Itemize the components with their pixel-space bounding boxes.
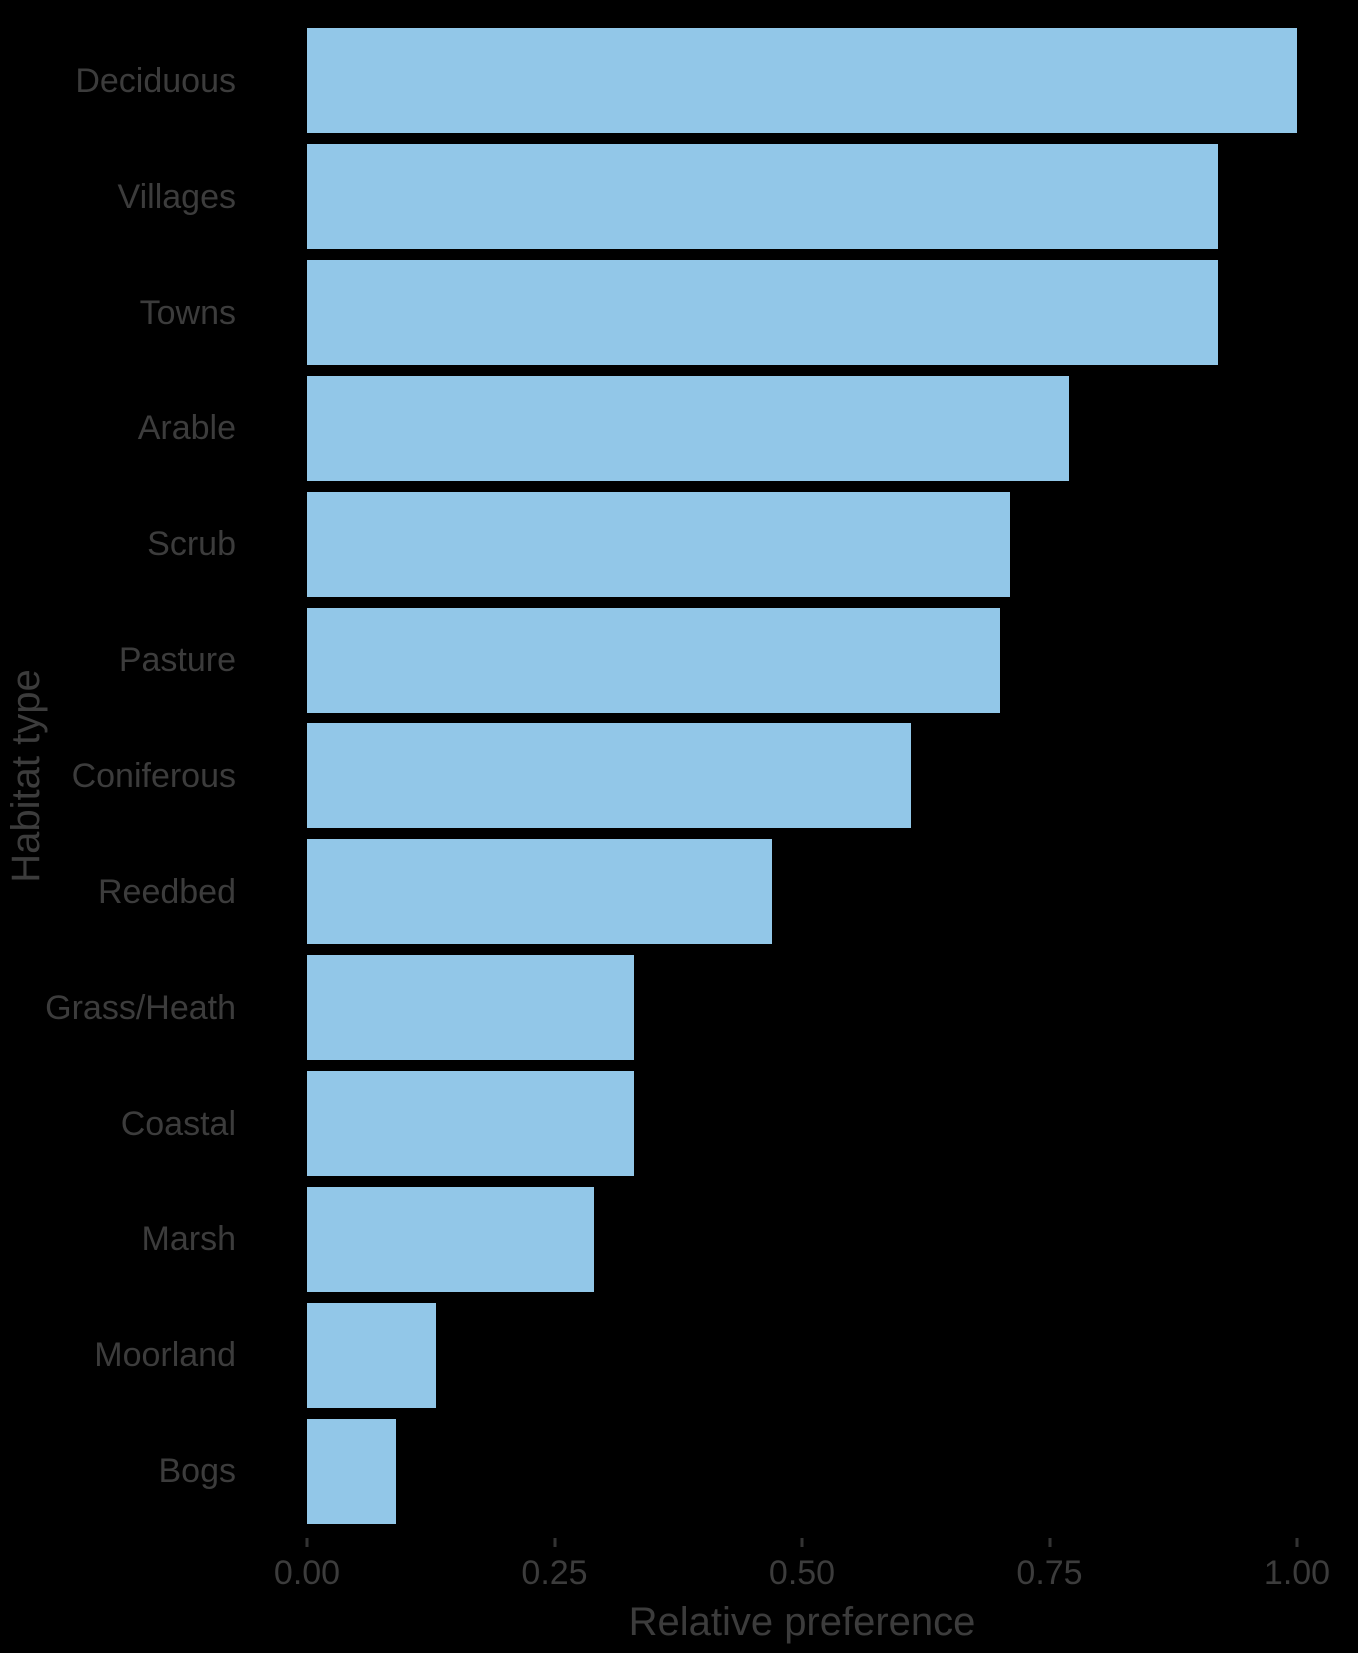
bar-track (307, 371, 1358, 487)
bar-track (307, 834, 1358, 950)
chart-row: Marsh (0, 1181, 1358, 1297)
x-tick-label: 1.00 (1263, 1554, 1331, 1592)
bar-track (307, 1181, 1358, 1297)
chart-row: Reedbed (0, 834, 1358, 950)
bar (307, 839, 773, 945)
chart-row: Villages (0, 139, 1358, 255)
y-tick-label: Reedbed (97, 872, 236, 911)
chart-row: Bogs (0, 1413, 1358, 1529)
y-tick-label: Moorland (94, 1336, 236, 1375)
y-tick-label: Arable (137, 409, 236, 448)
bar (307, 1071, 634, 1177)
chart-row: Moorland (0, 1297, 1358, 1413)
x-tick-mark (1295, 1538, 1299, 1547)
bar (307, 723, 911, 829)
x-tick-label: 0.75 (1016, 1554, 1083, 1592)
chart-row: Deciduous (0, 23, 1358, 139)
y-tick-label: Marsh (141, 1220, 236, 1259)
bar (307, 607, 1000, 713)
x-axis (305, 1538, 1299, 1547)
bar (307, 28, 1297, 134)
chart-row: Pasture (0, 602, 1358, 718)
y-tick-label: Coniferous (71, 756, 236, 795)
bar-track (307, 950, 1358, 1066)
y-tick-label: Deciduous (75, 61, 236, 100)
bar (307, 144, 1218, 250)
x-tick-labels: 0.00 0.25 0.50 0.75 1.00 (274, 1554, 1330, 1592)
bar-track (307, 1297, 1358, 1413)
chart-row: Scrub (0, 486, 1358, 602)
bar-track (307, 1066, 1358, 1182)
x-axis-title: Relative preference (628, 1600, 976, 1644)
bar (307, 955, 634, 1061)
y-tick-label: Bogs (158, 1452, 237, 1491)
bar-track (307, 602, 1358, 718)
y-tick-label: Scrub (147, 525, 236, 564)
bar (307, 260, 1218, 366)
bar (307, 491, 1010, 597)
y-tick-label: Pasture (118, 641, 236, 680)
bar-track (307, 139, 1358, 255)
bar-track (307, 255, 1358, 371)
chart-row: Coniferous (0, 718, 1358, 834)
bar (307, 375, 1070, 481)
y-tick-label: Coastal (120, 1104, 236, 1143)
chart-row: Arable (0, 371, 1358, 487)
bar-track (307, 23, 1358, 139)
bar (307, 1302, 436, 1408)
bar-track (307, 486, 1358, 602)
x-tick-mark (553, 1538, 556, 1547)
x-tick-label: 0.25 (521, 1554, 588, 1592)
x-tick-mark (1048, 1538, 1051, 1547)
x-tick-mark (800, 1538, 804, 1547)
chart-row: Grass/Heath (0, 950, 1358, 1066)
x-tick-label: 0.00 (273, 1554, 341, 1592)
bar-track (307, 718, 1358, 834)
x-tick-mark (305, 1538, 309, 1547)
chart-row: Towns (0, 255, 1358, 371)
bar-track (307, 1413, 1358, 1529)
plot-area: Deciduous Villages Towns Arable Scrub Pasture… (0, 23, 1358, 1529)
y-tick-label: Grass/Heath (45, 988, 236, 1027)
y-tick-label: Towns (139, 293, 236, 332)
bar (307, 1186, 595, 1292)
bar (307, 1418, 397, 1524)
y-tick-label: Villages (117, 177, 236, 216)
x-tick-label: 0.50 (768, 1554, 836, 1592)
chart-row: Coastal (0, 1066, 1358, 1182)
